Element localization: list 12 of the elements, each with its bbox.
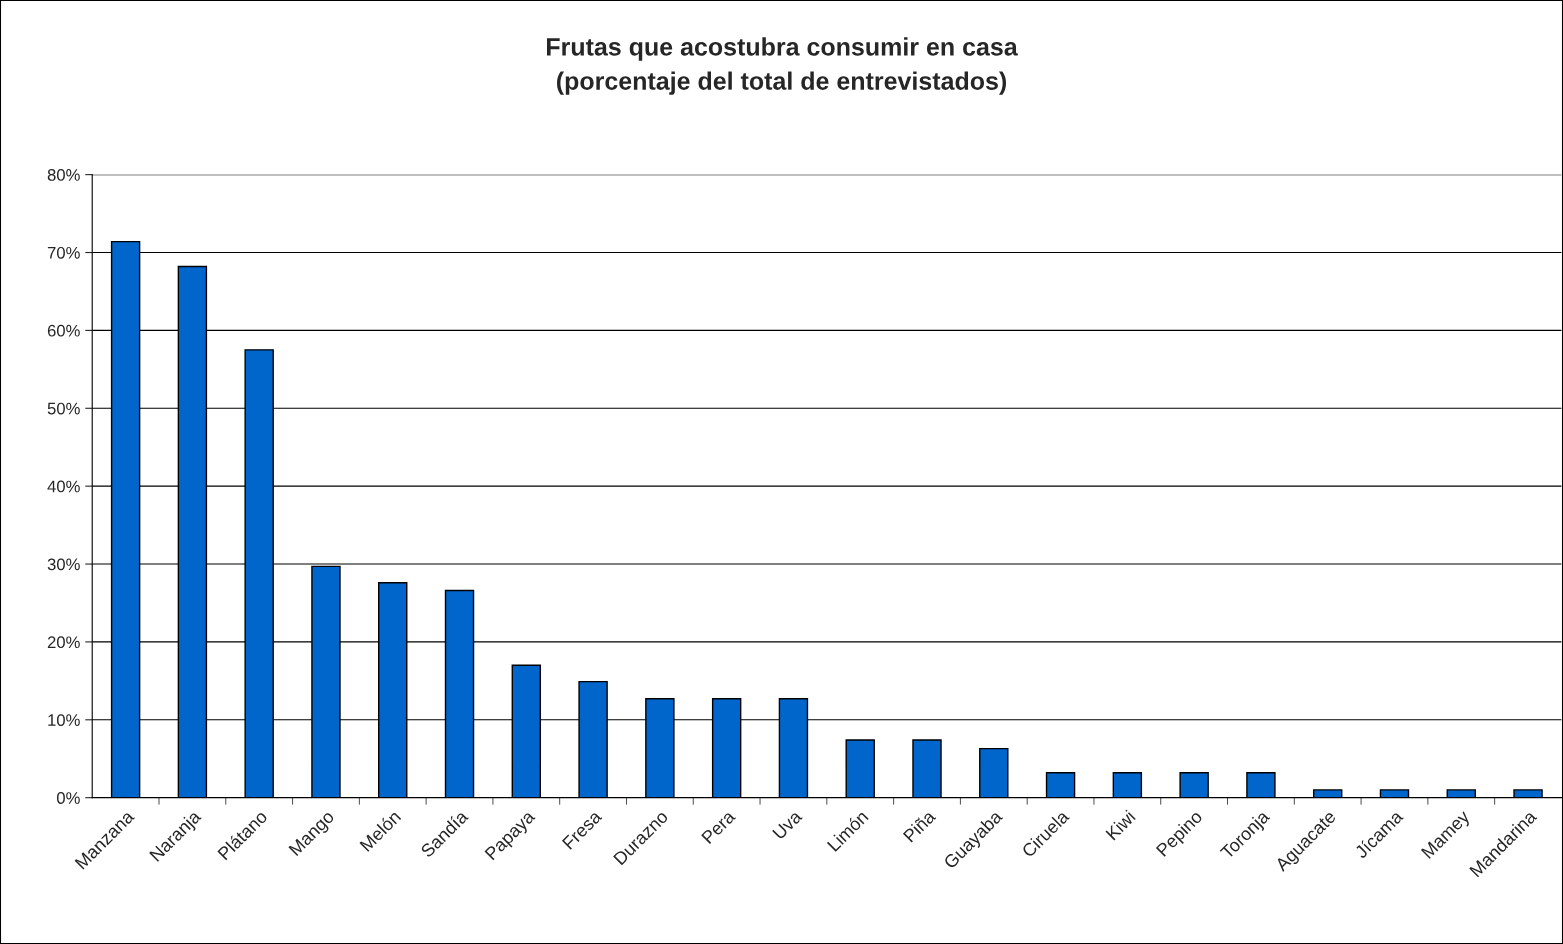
y-tick-label: 60%	[47, 324, 80, 337]
y-tick-label: 20%	[47, 636, 80, 649]
y-tick-label: 80%	[47, 169, 80, 181]
chart-title: Frutas que acostubra consumir en casa (porcentaje del total de entrevistados)	[547, 37, 1018, 95]
y-tick-label: 0%	[56, 792, 80, 804]
x-tick-label: Piña	[902, 808, 937, 843]
y-tick-label: 10%	[48, 714, 80, 726]
y-tick-label: 30%	[47, 558, 80, 571]
y-tick-label: 70%	[47, 246, 80, 259]
y-tick-label: 40%	[47, 480, 80, 493]
y-tick-label: 50%	[47, 402, 80, 415]
x-tick-label: Uva	[772, 809, 803, 840]
